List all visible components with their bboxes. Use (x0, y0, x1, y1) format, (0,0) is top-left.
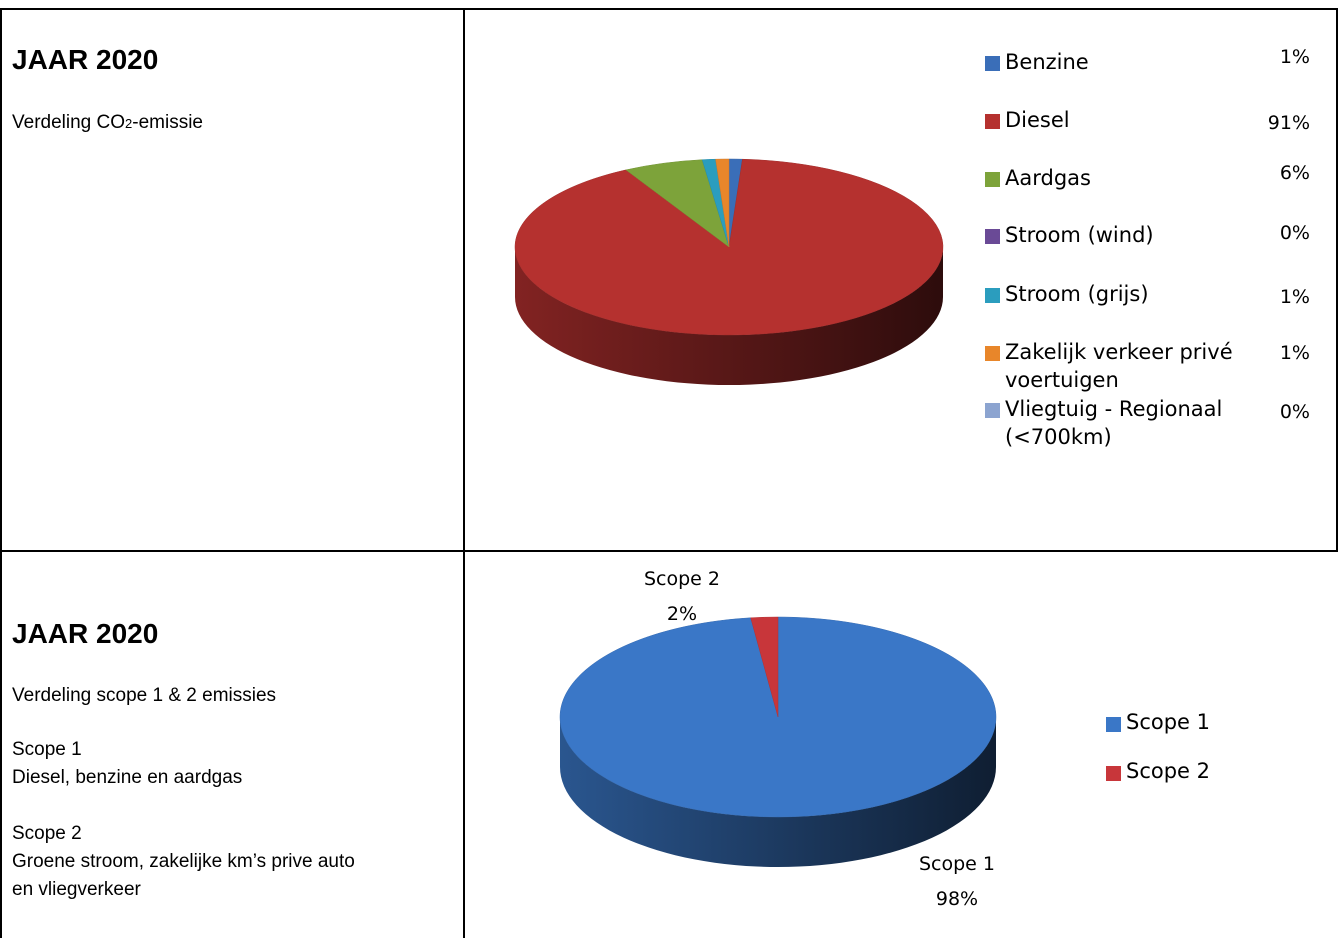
legend-swatch-zakelijk-verkeer-priv-voertuigen (985, 346, 1000, 361)
legend-swatch-stroom-wind (985, 229, 1000, 244)
data-label-scope-1-value: 98% (936, 888, 978, 910)
pie-side-walls (560, 717, 996, 867)
pie-side-scope-1 (560, 717, 996, 867)
legend-label-zakelijk-verkeer-priv-voertuigen: Zakelijk verkeer privé (1005, 340, 1233, 364)
legend-percent-stroom-wind: 0% (1279, 222, 1310, 244)
legend-label-diesel: Diesel (1005, 108, 1070, 132)
legend-swatch-benzine (985, 56, 1000, 71)
pie-slice-zakelijk-verkeer-priv-voertuigen (715, 158, 730, 248)
legend-label-benzine: Benzine (1005, 50, 1089, 74)
legend-swatch-vliegtuig-regionaal-700km (985, 403, 1000, 418)
top-subtitle-prefix: Verdeling CO (12, 112, 126, 133)
legend-label-scope-2: Scope 2 (1126, 759, 1211, 783)
scope1-description: Diesel, benzine en aardgas (12, 767, 243, 788)
legend-swatch-aardgas (985, 172, 1000, 187)
bottom-subtitle: Verdeling scope 1 & 2 emissies (12, 685, 277, 706)
legend-label-zakelijk-verkeer-priv-voertuigen-line2: voertuigen (1005, 368, 1119, 392)
pie-slice-scope-2 (750, 616, 779, 718)
legend-percent-vliegtuig-regionaal-700km: 0% (1279, 401, 1310, 423)
table-border-left (0, 8, 2, 938)
legend-label-stroom-grijs: Stroom (grijs) (1005, 282, 1149, 306)
scope2-description-line1: Groene stroom, zakelijke km’s prive auto (12, 851, 355, 872)
top-subtitle: Verdeling CO2-emissie (12, 112, 203, 135)
data-label-scope-2-name: Scope 2 (644, 568, 720, 590)
table-divider-vertical (463, 8, 465, 938)
top-title: JAAR 2020 (12, 44, 159, 75)
top-subtitle-sub: 2 (125, 116, 133, 131)
legend-percent-zakelijk-verkeer-priv-voertuigen: 1% (1279, 342, 1310, 364)
legend-swatch-stroom-grijs (985, 288, 1000, 303)
legend-label-vliegtuig-regionaal-700km-line2: (<700km) (1005, 425, 1112, 449)
legend-swatch-scope-2 (1106, 766, 1121, 781)
legend-label-scope-1: Scope 1 (1126, 710, 1211, 734)
pie-side-diesel (515, 247, 943, 385)
top-subtitle-suffix: -emissie (132, 112, 203, 133)
table-divider-horizontal (0, 550, 1338, 552)
pie-side-walls (515, 247, 943, 385)
bottom-title: JAAR 2020 (12, 618, 159, 649)
legend-swatch-scope-1 (1106, 717, 1121, 732)
legend-percent-aardgas: 6% (1279, 162, 1310, 184)
legend-label-vliegtuig-regionaal-700km: Vliegtuig - Regionaal (1005, 397, 1223, 421)
legend-percent-diesel: 91% (1267, 112, 1310, 134)
scope-pie-chart: Scope 2 2% Scope 1 98% (559, 568, 997, 910)
data-label-scope-1-name: Scope 1 (919, 853, 995, 875)
legend-label-aardgas: Aardgas (1005, 166, 1091, 190)
legend-label-stroom-wind: Stroom (wind) (1005, 223, 1154, 247)
legend-swatch-diesel (985, 114, 1000, 129)
co2-pie-chart (514, 158, 944, 385)
data-label-scope-2-value: 2% (667, 603, 697, 625)
legend-percent-benzine: 1% (1279, 46, 1310, 68)
scope1-heading: Scope 1 (12, 739, 82, 760)
legend-percent-stroom-grijs: 1% (1279, 286, 1310, 308)
table-border-right (1336, 8, 1338, 551)
scope2-heading: Scope 2 (12, 823, 82, 844)
table-border-top (0, 8, 1338, 10)
scope2-description-line2: en vliegverkeer (12, 879, 141, 900)
